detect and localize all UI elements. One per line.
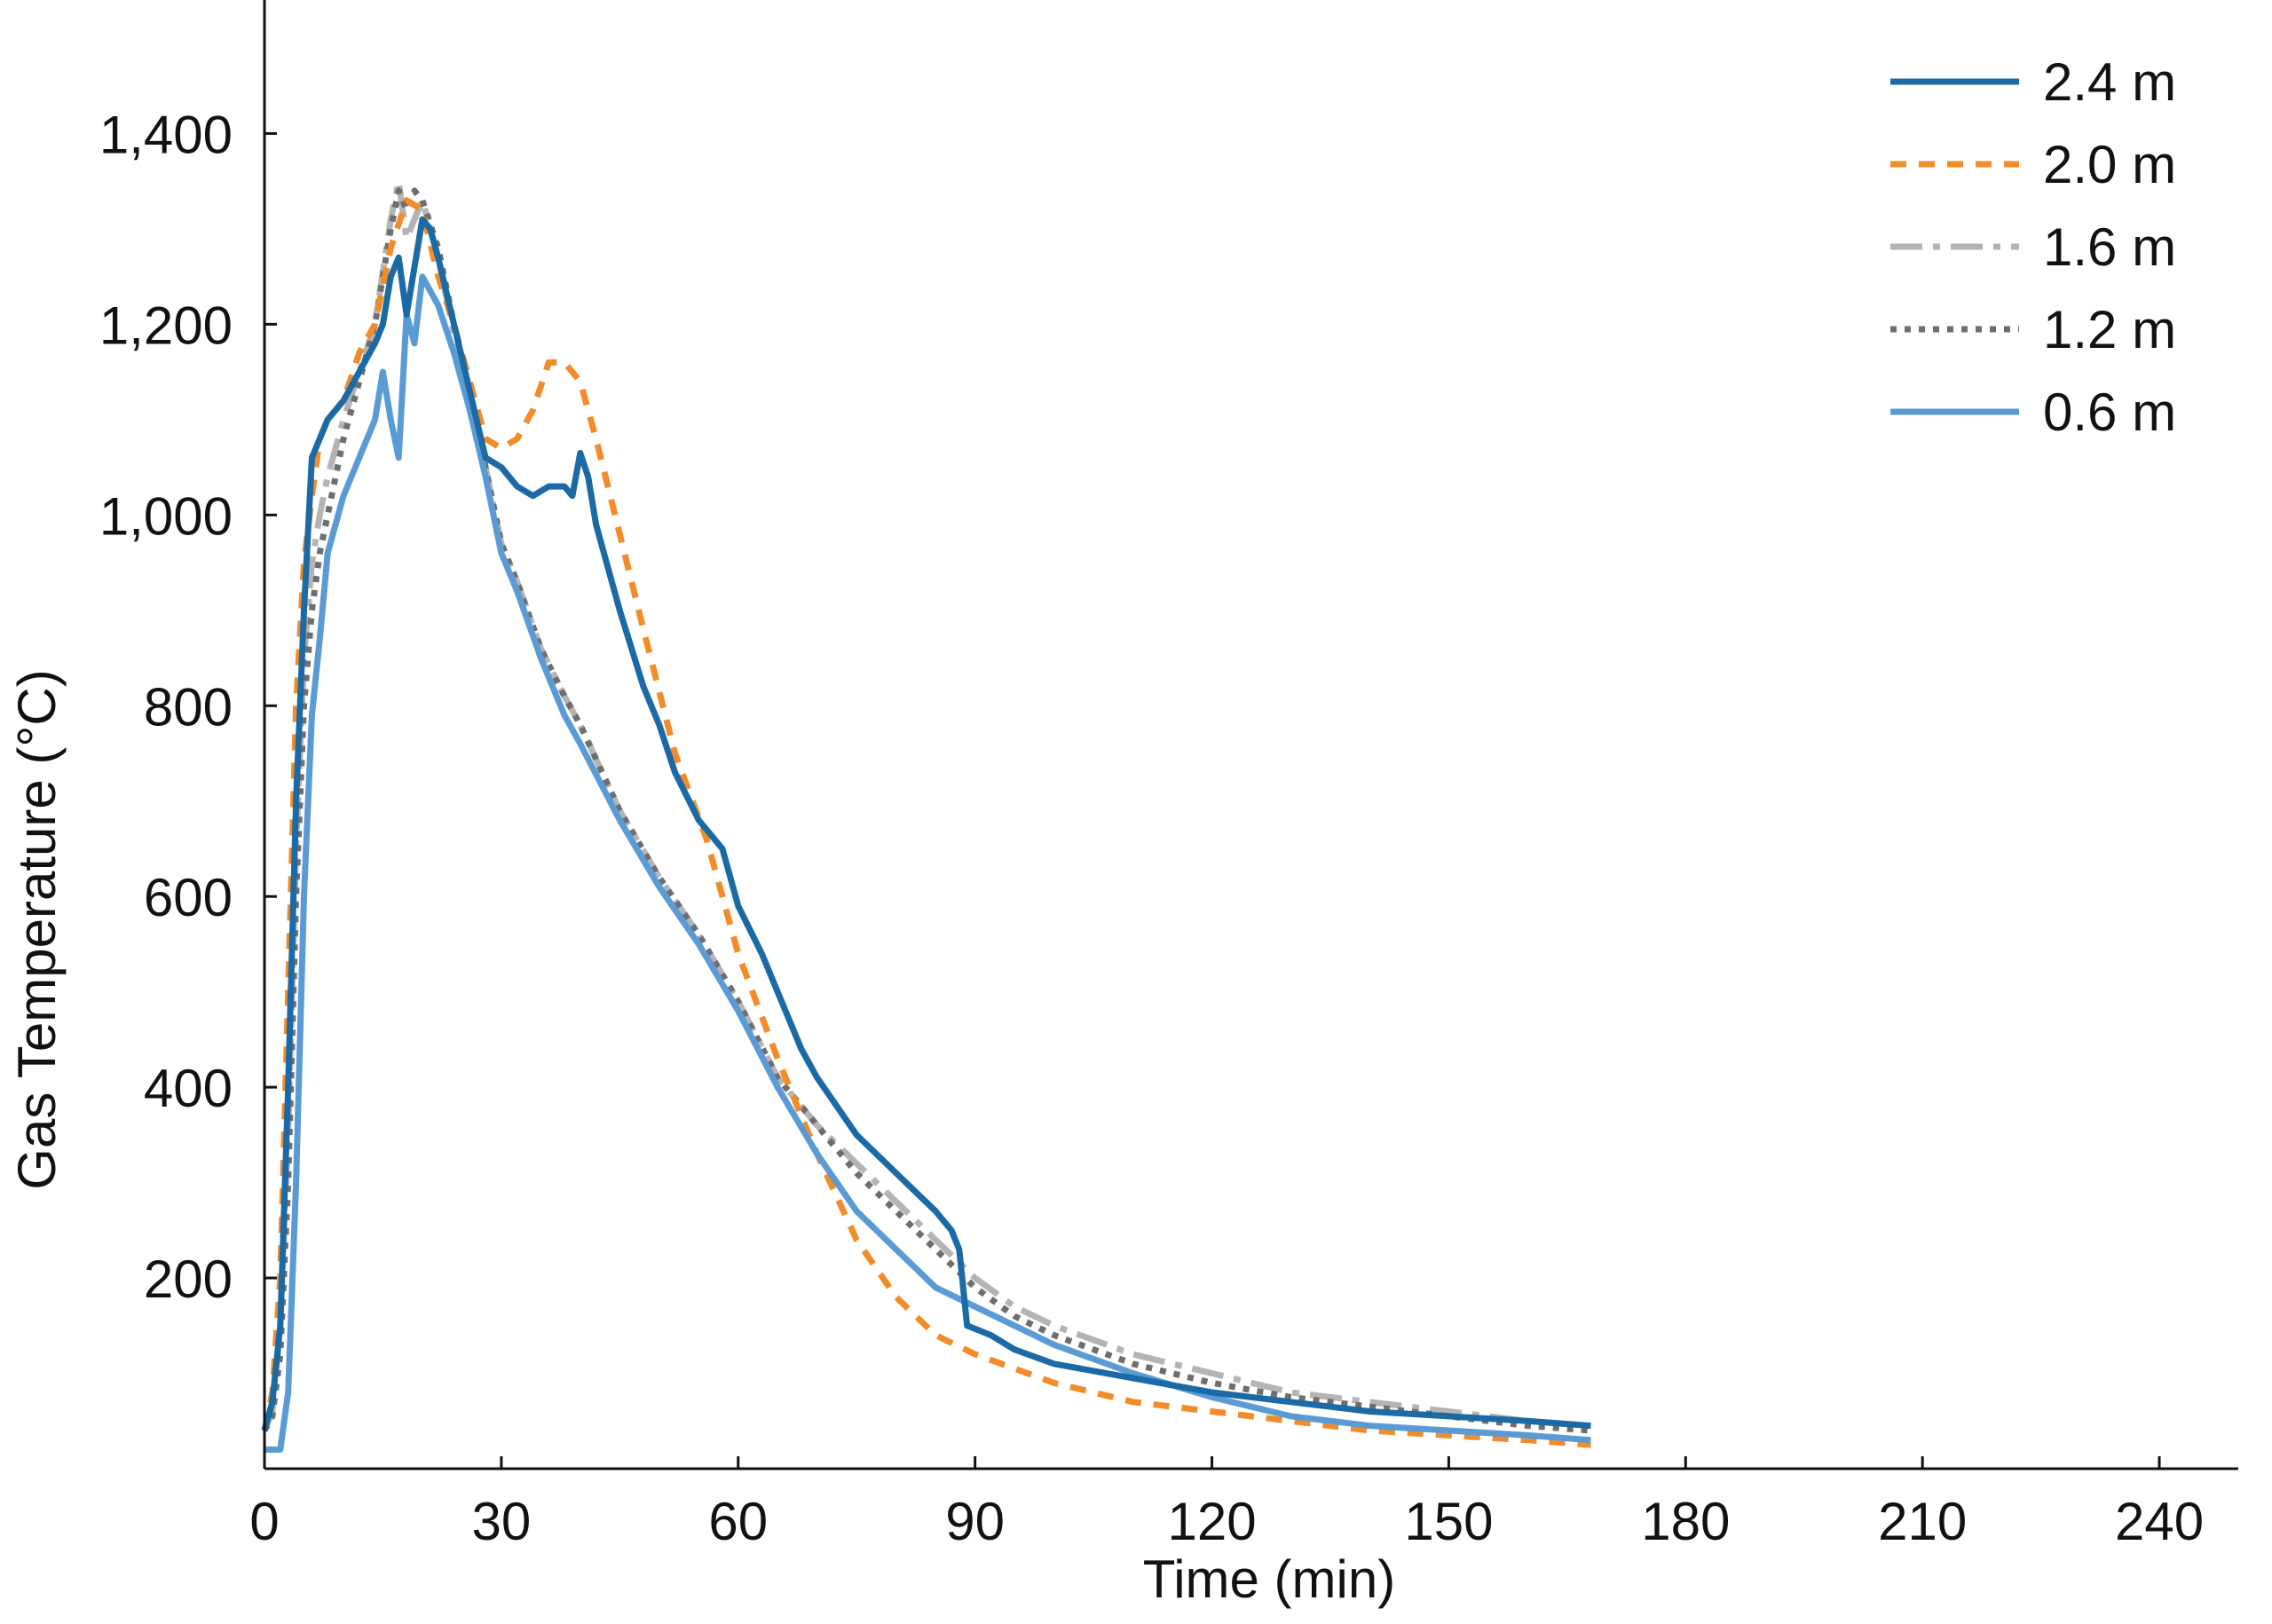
x-tick-label: 60: [708, 1492, 768, 1551]
series-line-1-6m: [261, 177, 1591, 1432]
y-tick-label: 1,200: [99, 296, 233, 355]
series-line-2-4m: [261, 216, 1591, 1431]
legend-label: 2.4 m: [2043, 52, 2176, 112]
y-tick-label: 600: [144, 868, 233, 927]
legend-label: 2.0 m: [2043, 135, 2176, 194]
axes-group: 0 30 60 90 120 150 180 210 240 200 400 600 800 1,000 1…: [99, 0, 2238, 1551]
y-tick-label: 1,400: [99, 105, 233, 164]
y-tick-label: 400: [144, 1059, 233, 1118]
x-tick-label: 240: [2115, 1492, 2204, 1551]
x-tick-label: 180: [1641, 1492, 1730, 1551]
x-tick-label: 210: [1878, 1492, 1967, 1551]
legend-label: 1.6 m: [2043, 217, 2176, 277]
x-tick-label: 120: [1167, 1492, 1256, 1551]
x-tick-label: 0: [249, 1492, 279, 1551]
series-line-1-2m: [261, 187, 1591, 1434]
y-tick-label: 200: [144, 1250, 233, 1309]
legend-label: 1.2 m: [2043, 300, 2176, 359]
x-tick-label: 90: [945, 1492, 1005, 1551]
x-tick-label: 150: [1404, 1492, 1493, 1551]
y-tick-label: 1,000: [99, 486, 233, 546]
y-axis-title: Gas Temperature (°C): [7, 669, 67, 1189]
series-line-0-6m: [264, 273, 1591, 1453]
series-group: [261, 177, 1591, 1453]
legend: 2.4 m 2.0 m 1.6 m 1.2 m 0.6 m: [1890, 52, 2176, 442]
y-tick-label: 800: [144, 677, 233, 737]
legend-label: 0.6 m: [2043, 382, 2176, 442]
x-tick-label: 30: [472, 1492, 532, 1551]
x-axis-title: Time (min): [1143, 1549, 1395, 1609]
